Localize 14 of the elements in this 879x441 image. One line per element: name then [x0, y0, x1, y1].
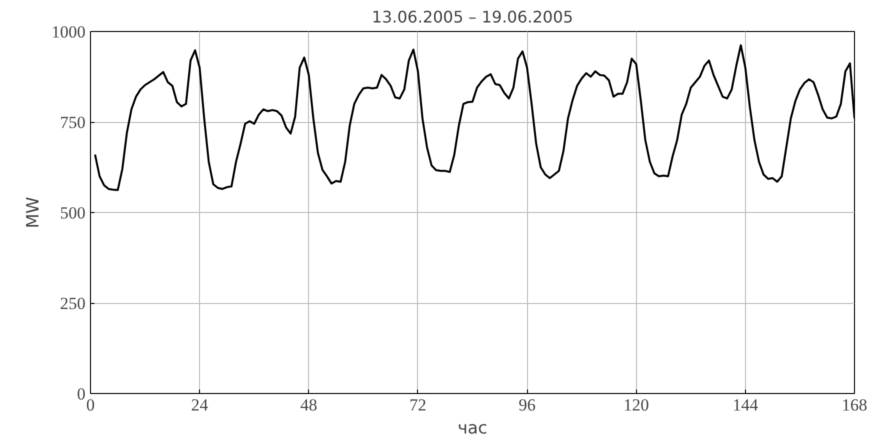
chart-title: 13.06.2005 – 19.06.2005	[372, 8, 574, 26]
x-tick-label: 144	[732, 396, 759, 414]
x-tick-label: 120	[623, 396, 649, 414]
y-tick-label: 500	[60, 204, 86, 222]
x-tick-label: 168	[842, 396, 868, 414]
y-tick-label: 750	[60, 113, 86, 132]
x-tick-label: 48	[300, 396, 318, 414]
y-tick-label: 1000	[52, 22, 86, 42]
y-tick-label: 250	[60, 294, 86, 313]
y-axis-title: MW	[24, 196, 44, 228]
x-axis-title: час	[458, 418, 488, 438]
x-tick-label: 72	[409, 396, 426, 414]
x-tick-label: 24	[191, 396, 209, 414]
x-tick-label: 96	[518, 396, 536, 414]
